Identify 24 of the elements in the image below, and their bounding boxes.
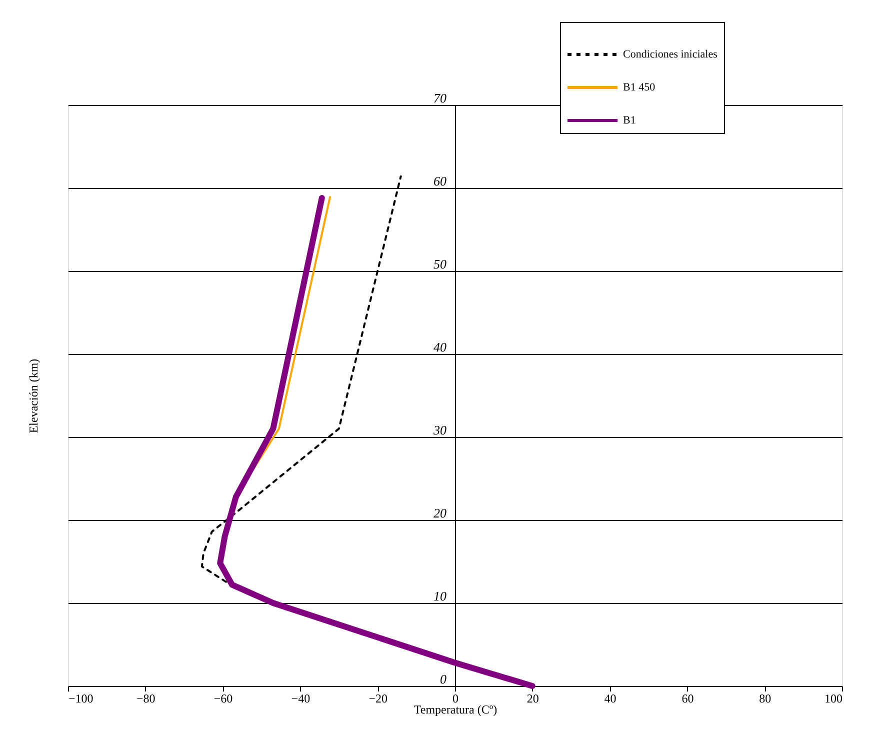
y-tick-label: 60 [434, 174, 447, 188]
x-tick-label: 20 [526, 692, 539, 706]
y-tick-label: 50 [434, 256, 447, 272]
x-tick-label: −60 [214, 692, 233, 706]
y-tick-label: 0 [440, 672, 447, 686]
x-tick-label: 100 [824, 692, 842, 706]
y-tick-label: 70 [434, 90, 447, 106]
y-tick-label: 30 [432, 422, 447, 438]
x-tick-label: 60 [682, 692, 694, 706]
x-tick-label: 40 [604, 692, 616, 706]
legend-label: Condiciones iniciales [623, 48, 718, 60]
x-tick-label: −100 [68, 692, 94, 706]
x-axis-title: Temperatura (Cº) [414, 702, 498, 716]
x-tick-label: 80 [759, 692, 772, 706]
x-tick-label: −20 [368, 692, 388, 706]
x-tick-label: 0 [452, 692, 458, 706]
y-tick-label: 40 [434, 340, 447, 354]
y-axis-title: Elevación (km) [26, 358, 40, 434]
y-tick-label: 10 [434, 588, 447, 604]
x-tick-label: −80 [136, 692, 156, 706]
x-tick-label: −40 [291, 692, 310, 706]
legend-label: B1 450 [623, 82, 656, 94]
legend-label: B1 [623, 114, 636, 126]
y-tick-label: 20 [434, 506, 447, 520]
